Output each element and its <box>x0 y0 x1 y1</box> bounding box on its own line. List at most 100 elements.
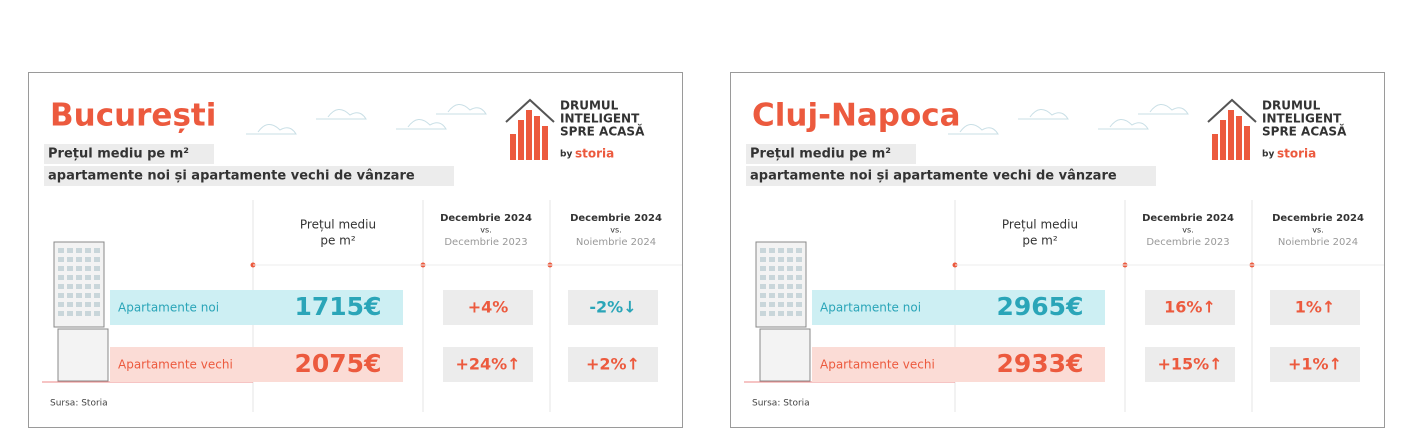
window <box>796 257 802 262</box>
logo-text: SPRE ACASĂ <box>560 124 645 139</box>
window <box>94 275 100 280</box>
window <box>769 266 775 271</box>
logo-roof <box>1207 98 1257 123</box>
column-header: Prețul mediu <box>300 218 376 232</box>
window <box>85 284 91 289</box>
city-title: București <box>50 98 216 134</box>
row-band <box>110 347 403 382</box>
window <box>94 293 100 298</box>
window <box>94 257 100 262</box>
window <box>85 293 91 298</box>
row-label: Apartamente noi <box>820 301 921 315</box>
window <box>769 311 775 316</box>
logo-bar <box>1244 126 1250 160</box>
window <box>760 275 766 280</box>
window <box>67 275 73 280</box>
change-bg <box>1145 290 1235 325</box>
window <box>58 266 64 271</box>
logo-bar <box>1228 110 1234 160</box>
window <box>796 284 802 289</box>
window <box>85 311 91 316</box>
change: +4% <box>468 298 509 317</box>
window <box>67 293 73 298</box>
column-header: vs. <box>480 226 491 235</box>
column-header: vs. <box>1312 226 1323 235</box>
window <box>94 284 100 289</box>
change: 16%↑ <box>1164 298 1216 317</box>
window <box>760 293 766 298</box>
subtitle: apartamente noi și apartamente vechi de … <box>750 169 1117 184</box>
window <box>796 311 802 316</box>
window <box>778 266 784 271</box>
subtitle: apartamente noi și apartamente vechi de … <box>48 169 415 184</box>
window <box>76 248 82 253</box>
change: +15%↑ <box>1157 355 1222 374</box>
subtitle-bg <box>746 144 916 164</box>
logo-text: SPRE ACASĂ <box>1262 124 1347 139</box>
column-header: Prețul mediu <box>1002 218 1078 232</box>
window <box>67 284 73 289</box>
logo-roof <box>505 98 555 123</box>
cloud <box>1138 104 1189 115</box>
logo-bar <box>534 116 540 160</box>
change: +1%↑ <box>1288 355 1342 374</box>
window <box>787 275 793 280</box>
logo-brand: storia <box>575 147 614 161</box>
window <box>787 284 793 289</box>
window <box>796 275 802 280</box>
logo-bar <box>1212 134 1218 160</box>
window <box>85 257 91 262</box>
logo-by: by <box>1262 150 1274 160</box>
logo-bar <box>1220 120 1226 160</box>
window <box>76 302 82 307</box>
window <box>769 248 775 253</box>
price: 2075€ <box>295 349 382 378</box>
card: Cluj-Napoca Prețul mediu pe m² apartamente… <box>730 72 1385 428</box>
window <box>58 257 64 262</box>
window <box>778 302 784 307</box>
window <box>76 284 82 289</box>
window <box>76 275 82 280</box>
window <box>94 302 100 307</box>
row-label: Apartamente noi <box>118 301 219 315</box>
cloud <box>396 119 447 130</box>
window <box>58 248 64 253</box>
column-header: Decembrie 2023 <box>1146 237 1229 248</box>
window <box>778 248 784 253</box>
change: -2%↓ <box>589 298 636 317</box>
logo-text: DRUMUL <box>1262 99 1321 113</box>
cloud <box>436 104 487 115</box>
window <box>769 275 775 280</box>
change-bg <box>568 290 658 325</box>
price: 2933€ <box>997 349 1084 378</box>
window <box>796 302 802 307</box>
change-bg <box>1270 290 1360 325</box>
window <box>796 266 802 271</box>
window <box>769 257 775 262</box>
price: 2965€ <box>997 292 1084 321</box>
window <box>778 284 784 289</box>
logo-by: by <box>560 150 572 160</box>
row-band <box>812 290 1105 325</box>
row-label: Apartamente vechi <box>118 358 233 372</box>
source: Sursa: Storia <box>752 399 810 409</box>
change: 1%↑ <box>1295 298 1336 317</box>
window <box>778 257 784 262</box>
column-header: pe m² <box>320 234 356 248</box>
column-header: Decembrie 2024 <box>1272 213 1364 224</box>
change-bg <box>443 347 533 382</box>
row-band <box>812 347 1105 382</box>
change-bg <box>1145 347 1235 382</box>
cloud <box>246 124 297 135</box>
window <box>58 311 64 316</box>
column-header: Decembrie 2024 <box>1142 213 1234 224</box>
building <box>57 328 109 382</box>
window <box>787 293 793 298</box>
column-header: Noiembrie 2024 <box>576 237 656 248</box>
window <box>787 266 793 271</box>
cloud <box>948 124 999 135</box>
subtitle-bg <box>44 144 214 164</box>
window <box>94 248 100 253</box>
subtitle-bg <box>746 166 1156 186</box>
window <box>769 284 775 289</box>
